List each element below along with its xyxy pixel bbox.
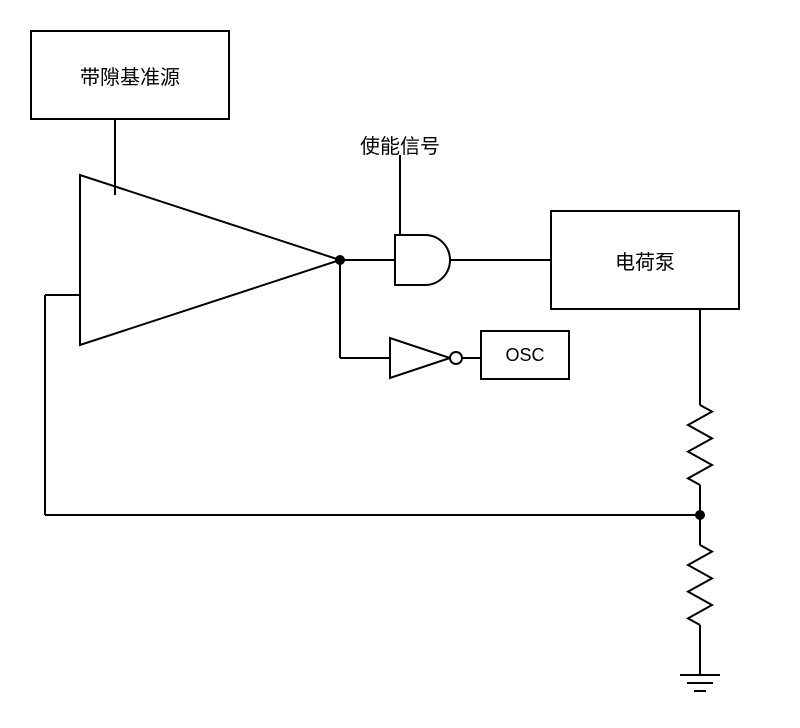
enable-signal-label: 使能信号 (360, 130, 440, 159)
chargepump-block: 电荷泵 (550, 210, 740, 310)
comparator-label: 电压比较器 (140, 250, 230, 276)
diagram-canvas: 带隙基准源 电荷泵 OSC 电压比较器 使能信号 (0, 0, 800, 728)
chargepump-label: 电荷泵 (615, 246, 675, 275)
bandgap-block: 带隙基准源 (30, 30, 230, 120)
osc-block: OSC (480, 330, 570, 380)
bandgap-label: 带隙基准源 (80, 61, 180, 90)
osc-label: OSC (505, 345, 544, 366)
